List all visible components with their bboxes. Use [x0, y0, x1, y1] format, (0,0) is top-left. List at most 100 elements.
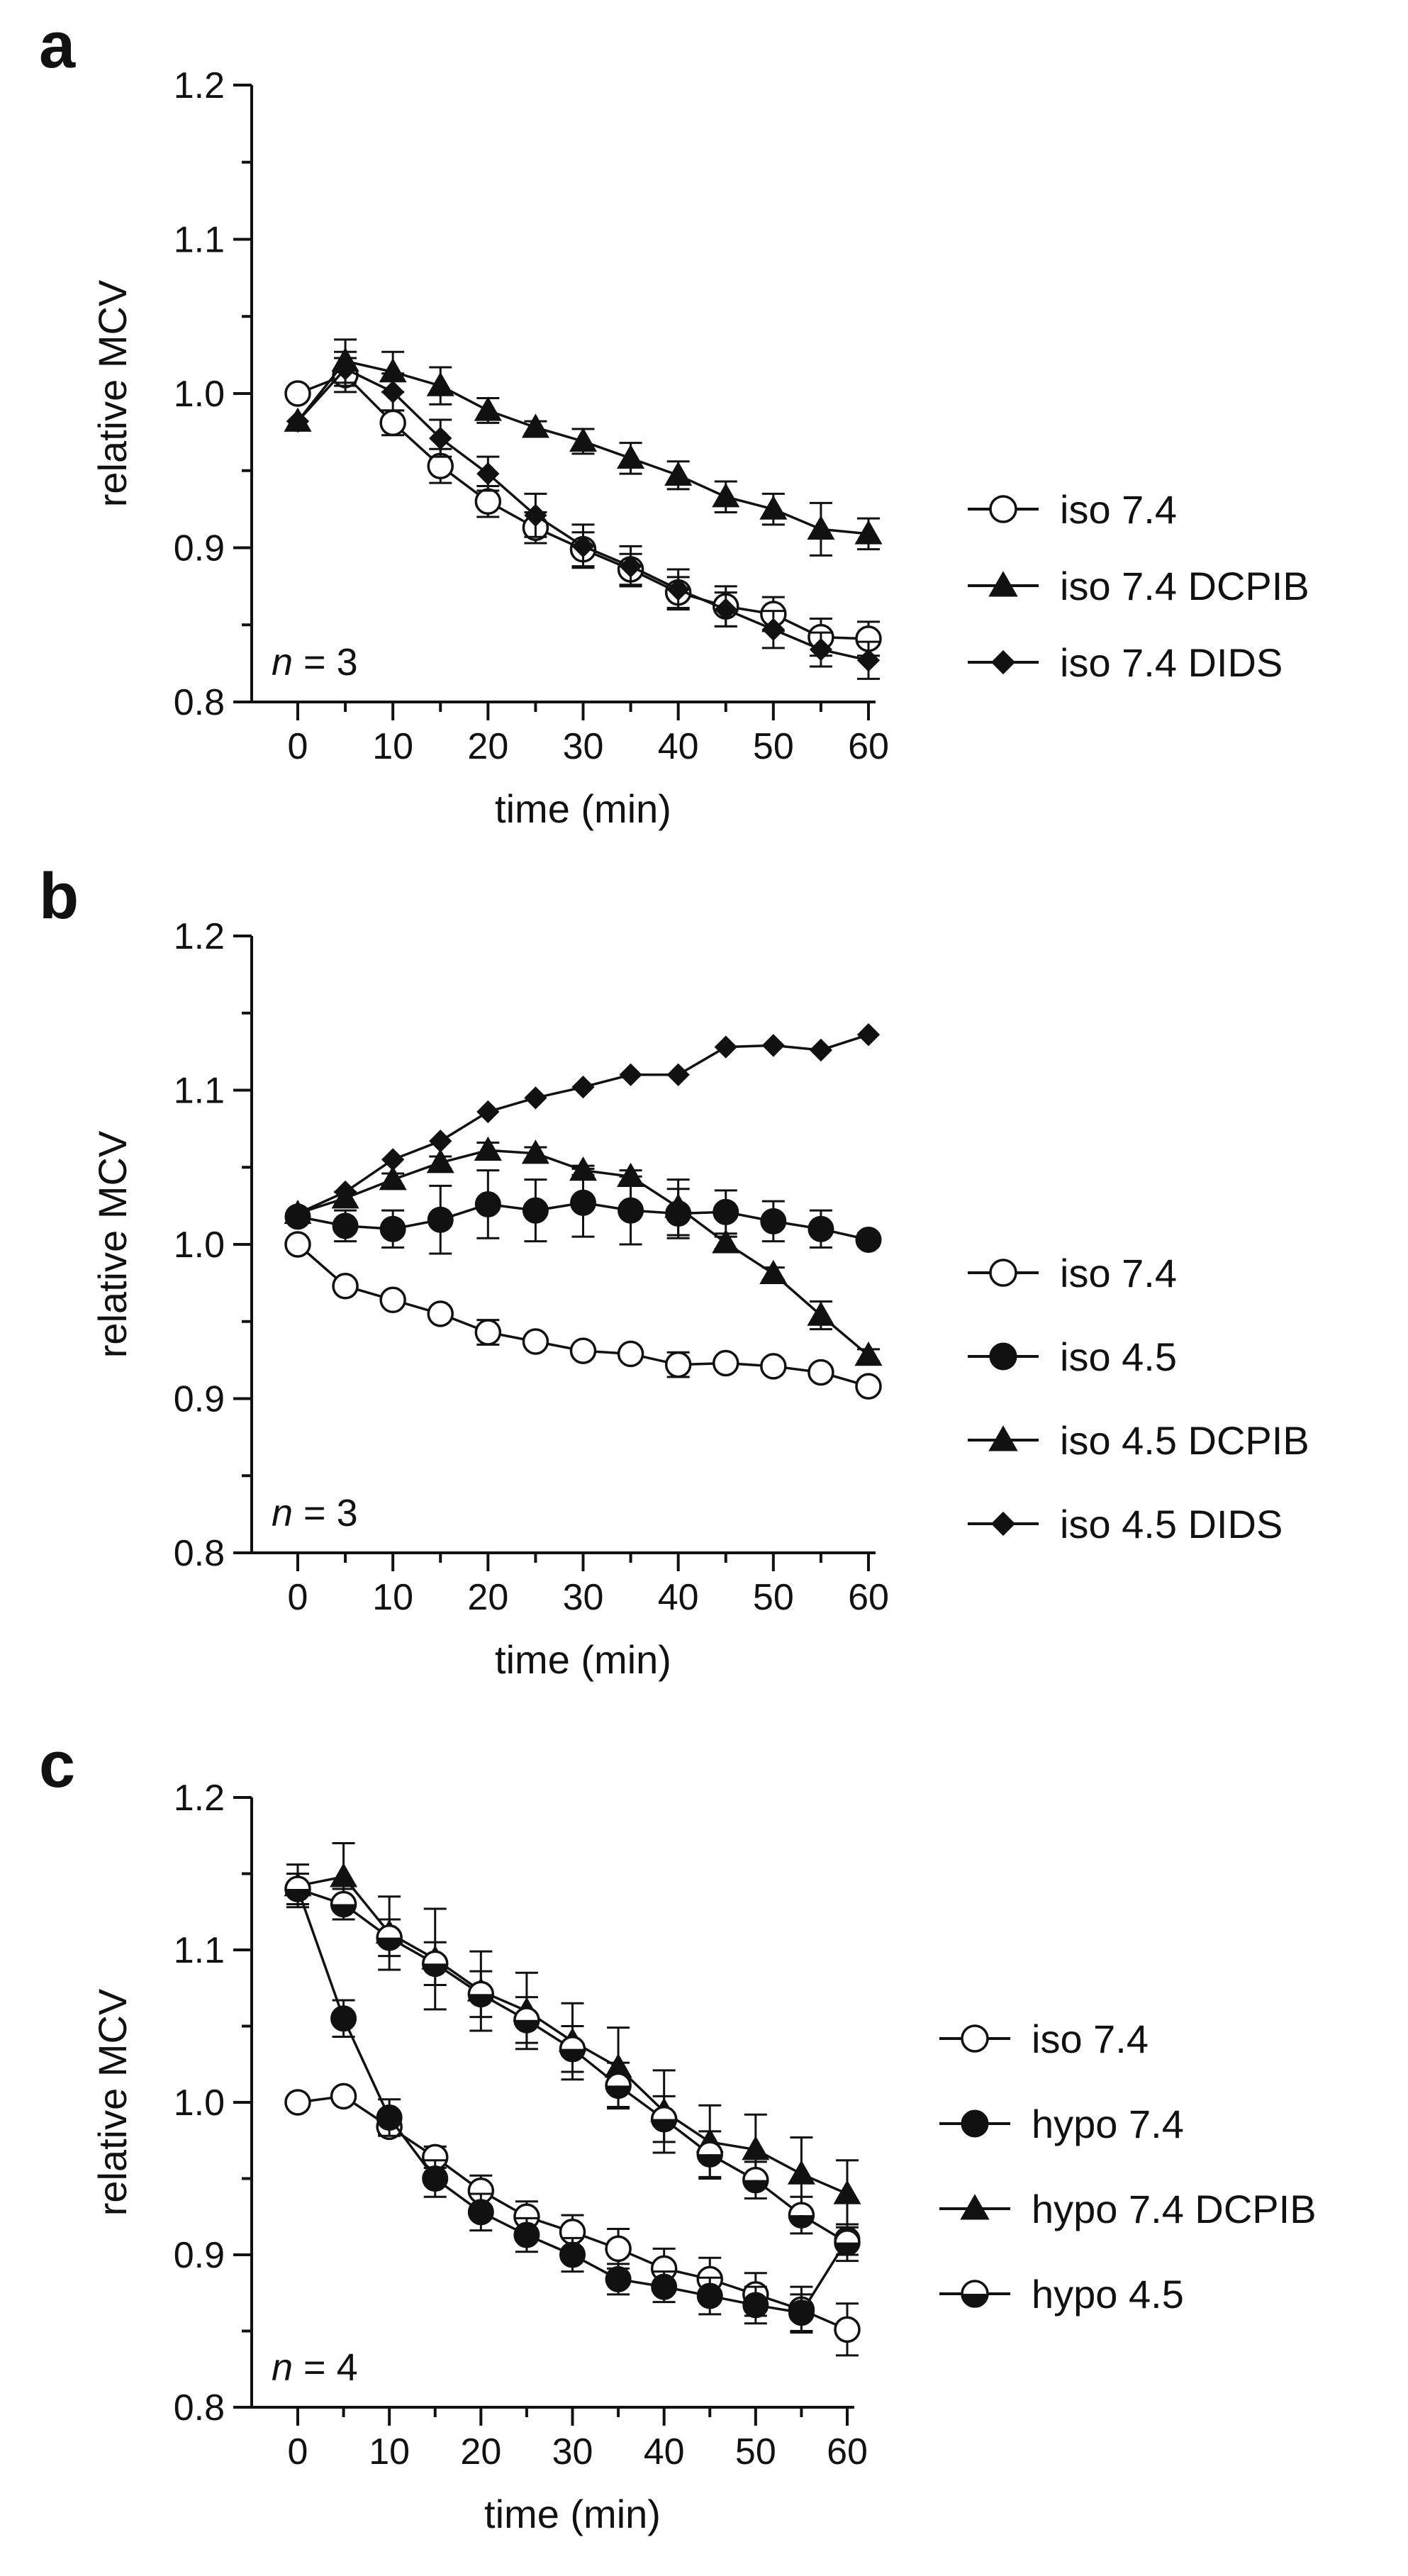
legend-entry: iso 7.4	[968, 487, 1177, 532]
marker-outline	[650, 2105, 678, 2133]
x-tick-label: 20	[467, 1577, 508, 1618]
legend-entry: iso 7.4 DIDS	[968, 640, 1283, 685]
x-tick-label: 40	[644, 2431, 685, 2472]
series-iso-4-5-dids	[286, 1023, 881, 1225]
data-point	[379, 1286, 406, 1314]
x-tick-label: 50	[753, 726, 794, 767]
data-point	[379, 409, 406, 437]
x-tick-label: 0	[288, 726, 308, 767]
data-point	[759, 495, 788, 520]
data-point	[696, 2141, 723, 2168]
data-point	[381, 1148, 405, 1171]
y-tick-label: 1.0	[174, 1225, 225, 1266]
series-iso-7-4	[284, 357, 882, 657]
y-tick-label: 1.0	[174, 374, 225, 415]
data-point	[513, 2221, 540, 2248]
legend-label: hypo 4.5	[1032, 2272, 1184, 2316]
x-tick-label: 40	[658, 726, 699, 767]
data-point	[713, 1198, 739, 1225]
data-point	[618, 1197, 644, 1224]
data-point	[856, 1023, 881, 1047]
legend-marker	[989, 1342, 1017, 1371]
sample-size-annotation: n = 3	[272, 1492, 358, 1534]
x-tick-label: 10	[372, 1577, 413, 1618]
legend-entry: iso 7.4	[968, 1251, 1177, 1295]
data-point	[742, 2292, 769, 2319]
series-iso-7-4-dcpib	[284, 338, 883, 557]
y-tick-label: 0.8	[174, 1533, 225, 1574]
data-point	[650, 2105, 678, 2133]
y-axis-label: relative MCV	[90, 279, 135, 507]
data-point	[571, 535, 595, 558]
data-point	[559, 2241, 586, 2268]
legend-label: iso 4.5 DIDS	[1060, 1502, 1283, 1546]
data-point	[474, 488, 502, 515]
data-point	[651, 2273, 678, 2300]
marker-outline	[376, 1924, 403, 1951]
x-tick-label: 60	[848, 1577, 889, 1618]
legend-label: iso 7.4 DCPIB	[1060, 564, 1309, 608]
data-point	[787, 2160, 815, 2185]
data-point	[605, 2265, 632, 2292]
y-tick-label: 1.1	[174, 220, 225, 261]
data-point	[759, 1259, 788, 1284]
data-point	[332, 1212, 359, 1239]
legend-label: hypo 7.4 DCPIB	[1032, 2187, 1317, 2231]
x-axis-label: time (min)	[495, 786, 671, 831]
legend-label: iso 7.4 DIDS	[1060, 640, 1283, 685]
marker-outline	[284, 1875, 311, 1902]
data-point	[422, 1950, 449, 1978]
data-point	[834, 2229, 861, 2256]
legend-marker	[990, 649, 1016, 675]
y-tick-label: 1.2	[174, 65, 225, 106]
data-point	[854, 520, 883, 545]
data-point	[521, 1139, 549, 1164]
data-point	[808, 1215, 834, 1242]
sample-size-symbol: n	[272, 1492, 293, 1534]
sample-size-symbol: n	[272, 641, 293, 684]
y-tick-label: 1.2	[174, 916, 225, 957]
data-point	[422, 2165, 449, 2192]
panel-label: c	[39, 1729, 75, 1801]
data-point	[467, 2199, 494, 2226]
data-point	[521, 413, 549, 438]
legend-entry: iso 4.5	[968, 1334, 1177, 1379]
x-tick-label: 40	[658, 1577, 699, 1618]
x-tick-label: 60	[848, 726, 889, 767]
data-point	[379, 358, 407, 383]
data-point	[666, 1063, 690, 1086]
x-axis-label: time (min)	[495, 1637, 671, 1682]
x-tick-label: 60	[827, 2431, 868, 2472]
marker-outline	[330, 1890, 357, 1918]
data-point	[332, 1272, 359, 1300]
y-tick-label: 1.0	[174, 2082, 225, 2124]
series-hypo-7-4	[284, 1873, 861, 2332]
data-point	[284, 1231, 311, 1258]
marker-outline	[467, 1980, 495, 2008]
data-point	[619, 1063, 642, 1086]
data-point	[513, 2007, 540, 2034]
y-tick-label: 1.1	[174, 1071, 225, 1112]
legend-marker	[961, 2109, 989, 2138]
data-point	[714, 598, 737, 621]
data-point	[571, 1076, 595, 1099]
legend-marker	[961, 2024, 989, 2053]
series-iso-7-4	[284, 2082, 861, 2357]
data-point	[856, 649, 881, 672]
data-point	[605, 2235, 632, 2263]
data-point	[284, 1875, 311, 1902]
marker-outline	[961, 2280, 989, 2308]
sample-size-value: = 4	[293, 2346, 358, 2389]
x-tick-label: 10	[369, 2431, 410, 2472]
x-tick-label: 10	[372, 726, 413, 767]
marker-outline	[834, 2229, 861, 2256]
series-iso-7-4	[284, 1231, 882, 1400]
legend-entry: iso 4.5 DCPIB	[968, 1418, 1309, 1463]
data-point	[524, 503, 547, 527]
data-point	[476, 1100, 500, 1124]
series-iso-4-5	[284, 1167, 882, 1255]
y-tick-label: 0.8	[174, 2387, 225, 2429]
data-point	[333, 357, 357, 381]
data-point	[666, 578, 690, 601]
